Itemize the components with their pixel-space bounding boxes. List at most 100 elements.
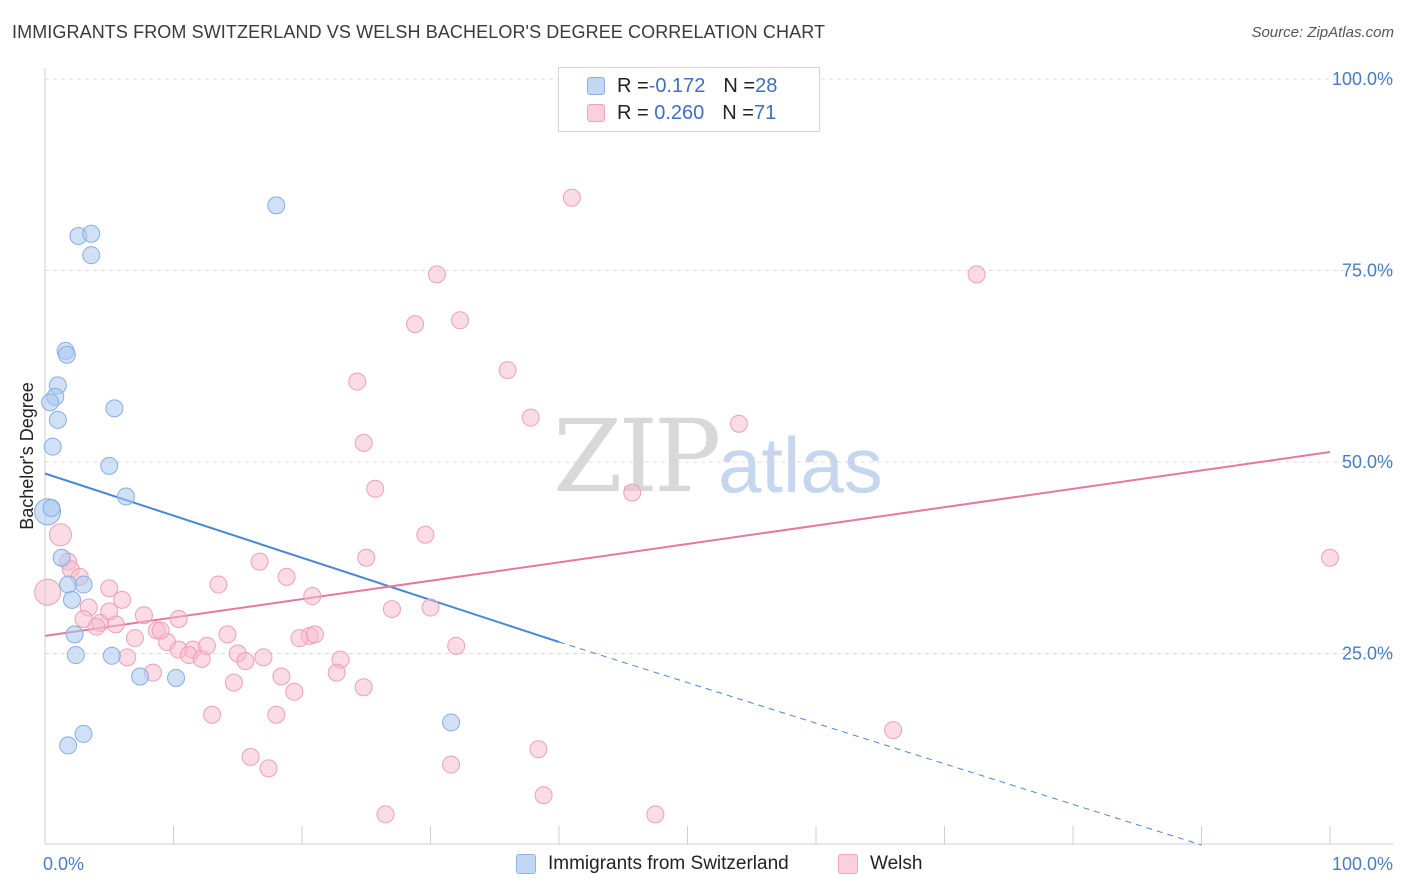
point-welsh-70: [254, 648, 273, 667]
point-welsh-9: [354, 433, 373, 452]
data-points: [34, 188, 1339, 824]
trend-line-welsh: [44, 451, 1331, 637]
point-welsh-23: [303, 587, 322, 606]
y-tick-label-3: 25.0%: [1342, 644, 1393, 664]
point-welsh-40: [447, 636, 466, 655]
legend-swatch-switzerland: [587, 77, 605, 95]
point-welsh-37: [290, 629, 309, 648]
point-welsh-58: [529, 740, 548, 759]
point-switzerland-25: [59, 736, 78, 755]
point-switzerland-3: [267, 196, 286, 215]
y-tick-label-1: 75.0%: [1342, 261, 1393, 281]
y-axis-label: Bachelor's Degree: [17, 382, 37, 530]
point-switzerland-24: [74, 724, 93, 743]
legend-row-welsh: R = 0.260 N = 71: [587, 100, 776, 126]
point-welsh-24: [113, 590, 132, 609]
point-welsh-13: [48, 523, 72, 547]
legend-swatch-welsh: [587, 104, 605, 122]
point-welsh-35: [218, 625, 237, 644]
point-welsh-65: [100, 602, 119, 621]
axes: [44, 68, 1393, 845]
point-welsh-69: [305, 625, 324, 644]
point-welsh-61: [442, 755, 461, 774]
point-welsh-15: [1321, 548, 1339, 567]
point-switzerland-15: [52, 548, 71, 567]
bottom-legend-switzerland: Immigrants from Switzerland: [516, 852, 789, 876]
point-welsh-29: [134, 606, 153, 625]
point-switzerland-16: [59, 575, 78, 594]
legend-n-label: N =: [723, 74, 756, 97]
point-welsh-28: [382, 600, 401, 619]
point-welsh-59: [241, 747, 260, 766]
point-welsh-0: [562, 188, 581, 207]
grid-lines: [45, 78, 1393, 654]
point-welsh-55: [203, 705, 222, 724]
point-switzerland-17: [74, 575, 93, 594]
point-welsh-4: [967, 265, 986, 284]
point-welsh-54: [285, 682, 304, 701]
point-switzerland-22: [131, 667, 150, 686]
point-welsh-21: [209, 575, 228, 594]
point-welsh-51: [327, 663, 346, 682]
bottom-legend-swatch-switzerland: [516, 854, 536, 874]
point-welsh-2: [451, 311, 470, 330]
legend-n-value: 71: [753, 101, 777, 124]
point-welsh-7: [521, 408, 540, 427]
bottom-legend-label-welsh: Welsh: [870, 853, 923, 874]
point-switzerland-5: [57, 345, 76, 364]
bottom-legend-label-switzerland: Immigrants from Switzerland: [548, 853, 789, 874]
point-switzerland-19: [65, 625, 84, 644]
legend-n-label: N =: [722, 101, 754, 124]
point-welsh-1: [427, 265, 446, 284]
point-switzerland-10: [48, 410, 67, 429]
point-welsh-63: [376, 805, 395, 824]
point-welsh-6: [348, 372, 367, 391]
bottom-legend-swatch-welsh: [838, 854, 858, 874]
point-welsh-66: [74, 610, 93, 629]
point-welsh-67: [151, 621, 170, 640]
trend-line-switzerland-extension: [558, 641, 1202, 846]
point-welsh-57: [884, 721, 903, 740]
legend-r-value: -0.172: [648, 74, 706, 97]
point-switzerland-20: [66, 646, 85, 665]
point-switzerland-2: [82, 246, 101, 265]
point-switzerland-23: [167, 669, 186, 688]
y-tick-label-0: 100.0%: [1332, 69, 1393, 89]
point-switzerland-12: [100, 456, 119, 475]
chart-title: IMMIGRANTS FROM SWITZERLAND VS WELSH BAC…: [12, 22, 826, 42]
point-switzerland-11: [43, 437, 62, 456]
point-welsh-12: [416, 525, 435, 544]
point-welsh-22: [100, 579, 119, 598]
point-welsh-68: [197, 636, 216, 655]
point-switzerland-9: [105, 399, 124, 418]
legend-r-value: 0.260: [648, 101, 705, 124]
bottom-legend-welsh: Welsh: [838, 852, 922, 876]
point-welsh-8: [729, 414, 748, 433]
x-tick-label-1: 100.0%: [1332, 854, 1393, 874]
source-credit: Source: ZipAtlas.com: [1251, 24, 1394, 41]
point-switzerland-18: [62, 590, 81, 609]
point-switzerland-13: [116, 487, 135, 506]
point-welsh-5: [498, 361, 517, 380]
point-welsh-60: [259, 759, 278, 778]
point-welsh-20: [277, 567, 296, 586]
point-welsh-10: [366, 479, 385, 498]
point-switzerland-21: [102, 646, 121, 665]
point-welsh-50: [272, 667, 291, 686]
point-welsh-47: [236, 652, 255, 671]
legend-r-label: R =: [617, 74, 649, 97]
point-welsh-56: [267, 705, 286, 724]
tick-labels: 100.0% 75.0% 50.0% 25.0% 0.0% 100.0%: [43, 69, 1393, 874]
point-welsh-26: [34, 578, 62, 606]
point-welsh-48: [118, 648, 137, 667]
point-switzerland-1: [82, 224, 101, 243]
point-welsh-11: [623, 483, 642, 502]
point-welsh-38: [125, 629, 144, 648]
point-welsh-27: [421, 598, 440, 617]
legend-r-label: R =: [617, 101, 649, 124]
point-welsh-64: [646, 805, 665, 824]
point-switzerland-8: [41, 393, 60, 412]
correlation-legend: R = -0.172 N = 28 R = 0.260 N = 71: [558, 67, 820, 132]
y-tick-label-2: 50.0%: [1342, 452, 1393, 472]
point-welsh-30: [169, 610, 188, 629]
